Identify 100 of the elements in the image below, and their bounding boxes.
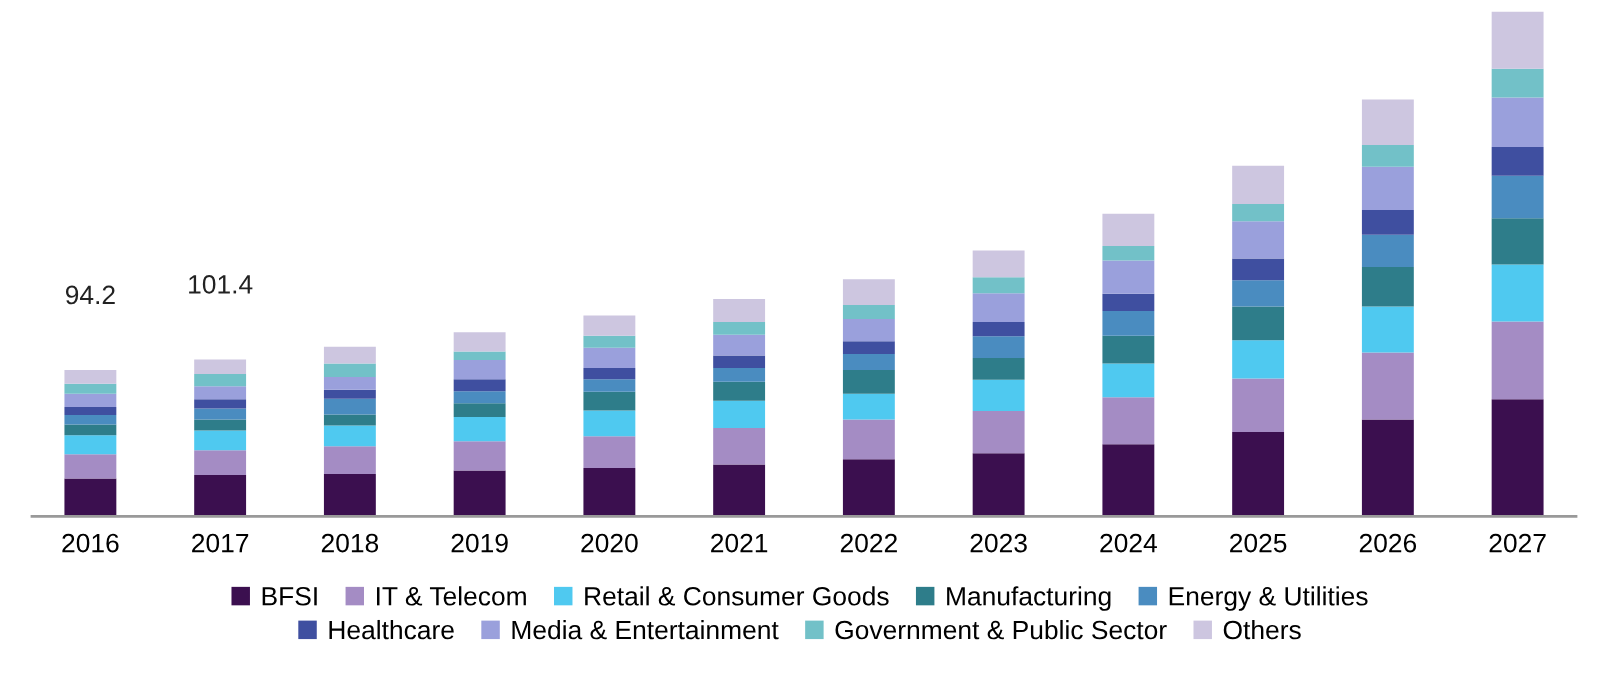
bar (453, 416, 506, 442)
bar (713, 368, 766, 382)
bar (323, 398, 376, 415)
bar (972, 277, 1025, 294)
bar (64, 435, 117, 455)
bar (323, 389, 376, 399)
bar (713, 355, 766, 369)
bar (1232, 280, 1285, 307)
bar (323, 346, 376, 364)
bar (1232, 432, 1285, 517)
legend-label: Media & Entertainment (512, 619, 779, 640)
bar (323, 414, 376, 426)
bar (453, 379, 506, 392)
bar (1491, 264, 1544, 322)
bar (64, 393, 117, 407)
bar (1361, 166, 1414, 211)
bar (713, 334, 766, 356)
bar (1102, 397, 1155, 445)
bar (1102, 245, 1155, 261)
bar (1232, 165, 1285, 205)
bar (1102, 260, 1155, 294)
bar (713, 428, 766, 465)
bar (453, 332, 506, 352)
bar (713, 464, 766, 517)
legend-label: Healthcare (329, 619, 454, 640)
bar (1491, 147, 1544, 176)
bar (64, 406, 117, 415)
x-tick-label: 2027 (1489, 533, 1546, 553)
bar (713, 298, 766, 323)
bar (713, 400, 766, 429)
x-tick-label: 2023 (970, 533, 1027, 553)
bar (972, 357, 1025, 380)
bar (1232, 340, 1285, 379)
bar (323, 363, 376, 378)
bar (1491, 97, 1544, 148)
bar (64, 370, 117, 384)
legend-label: Energy & Utilities (1169, 586, 1368, 611)
bar (842, 319, 895, 342)
bar (64, 424, 117, 436)
bar (713, 322, 766, 335)
bar (64, 383, 117, 394)
bar (1232, 221, 1285, 259)
bar (323, 377, 376, 390)
bar (1102, 335, 1155, 364)
bar (1361, 352, 1414, 420)
bar (842, 304, 895, 320)
x-tick-label: 2022 (840, 533, 897, 553)
bar (1102, 363, 1155, 398)
bar (453, 351, 506, 360)
legend-label: Manufacturing (947, 586, 1111, 611)
bar (323, 473, 376, 517)
bar (453, 441, 506, 471)
bar (453, 359, 506, 380)
bar (842, 393, 895, 420)
bar (583, 347, 636, 369)
bar (1491, 68, 1544, 98)
bar (1361, 234, 1414, 268)
bar (1102, 293, 1155, 312)
bar (194, 386, 247, 400)
bar (1361, 210, 1414, 235)
legend-label: Others (1223, 619, 1301, 640)
bar (842, 459, 895, 517)
bar (64, 414, 117, 425)
bar (583, 436, 636, 468)
bar (972, 322, 1025, 337)
bar (194, 374, 247, 387)
bar (194, 408, 247, 420)
legend-label: BFSI (262, 586, 317, 606)
bar (1232, 306, 1285, 341)
bar (1361, 99, 1414, 145)
bar (1232, 378, 1285, 433)
bar (1491, 175, 1544, 219)
x-tick-label: 2021 (711, 533, 768, 553)
x-tick-label: 2026 (1359, 533, 1417, 553)
bar (194, 450, 247, 475)
legend-label: Retail & Consumer Goods (585, 586, 889, 606)
bar (583, 335, 636, 348)
bar (453, 391, 506, 404)
bar (64, 454, 117, 479)
bar (323, 425, 376, 447)
bar (583, 315, 636, 336)
bar (1102, 444, 1155, 517)
bar (972, 250, 1025, 278)
bar (323, 446, 376, 474)
bar (1102, 213, 1155, 246)
bar (842, 279, 895, 305)
legend-label: IT & Telecom (377, 586, 526, 606)
bar (453, 470, 506, 517)
bar (972, 453, 1025, 517)
x-tick-label: 2017 (192, 533, 249, 553)
bar (194, 419, 247, 431)
bar (842, 370, 895, 394)
bar (583, 391, 636, 411)
bar (1361, 267, 1414, 307)
bar (842, 341, 895, 354)
x-tick-label: 2025 (1230, 533, 1287, 553)
bar (1361, 306, 1414, 353)
bar (194, 399, 247, 409)
bar (64, 478, 117, 517)
bar (583, 379, 636, 392)
